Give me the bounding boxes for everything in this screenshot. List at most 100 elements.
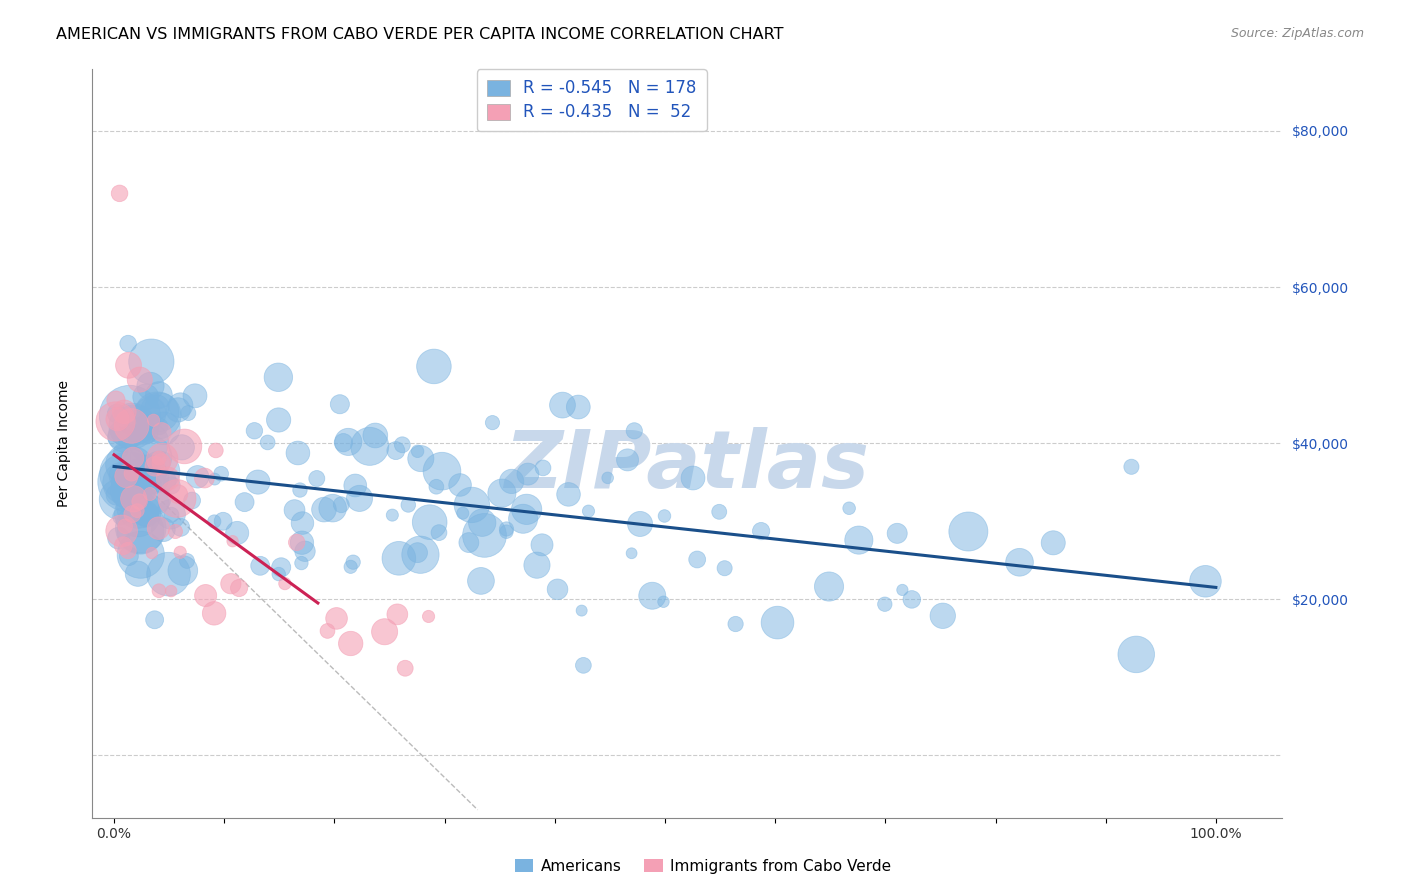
Point	[148, 583, 170, 598]
Point	[177, 406, 200, 420]
Point	[654, 508, 676, 523]
Point	[157, 567, 180, 582]
Point	[107, 531, 129, 545]
Point	[349, 491, 371, 506]
Point	[572, 658, 595, 673]
Point	[127, 500, 149, 514]
Point	[104, 414, 127, 428]
Point	[287, 446, 309, 460]
Point	[112, 539, 135, 553]
Point	[121, 467, 143, 481]
Point	[291, 535, 314, 549]
Point	[337, 434, 360, 449]
Point	[160, 584, 183, 599]
Point	[138, 458, 160, 472]
Point	[205, 443, 228, 458]
Point	[274, 576, 297, 591]
Point	[212, 514, 235, 528]
Point	[709, 505, 731, 519]
Point	[267, 370, 290, 384]
Point	[339, 559, 361, 574]
Point	[110, 444, 132, 458]
Point	[160, 508, 183, 522]
Point	[105, 488, 128, 502]
Point	[129, 521, 152, 535]
Point	[616, 453, 638, 467]
Point	[187, 470, 209, 484]
Point	[219, 576, 242, 591]
Point	[150, 425, 173, 439]
Point	[391, 438, 413, 452]
Point	[1194, 574, 1216, 589]
Point	[139, 406, 162, 420]
Point	[526, 558, 548, 573]
Point	[267, 413, 290, 427]
Point	[110, 509, 132, 524]
Point	[138, 459, 160, 474]
Point	[567, 400, 589, 414]
Point	[551, 398, 574, 412]
Point	[547, 582, 569, 597]
Point	[409, 548, 432, 562]
Point	[226, 525, 249, 540]
Point	[749, 524, 772, 538]
Point	[202, 607, 225, 621]
Point	[249, 558, 271, 573]
Point	[141, 354, 163, 368]
Point	[153, 421, 176, 435]
Point	[332, 435, 354, 450]
Point	[142, 478, 165, 492]
Point	[143, 459, 166, 474]
Point	[316, 624, 339, 638]
Point	[342, 555, 364, 569]
Point	[152, 523, 174, 537]
Text: ZIPatlas: ZIPatlas	[505, 426, 869, 505]
Point	[641, 589, 664, 603]
Point	[135, 506, 157, 520]
Point	[148, 465, 170, 479]
Legend: Americans, Immigrants from Cabo Verde: Americans, Immigrants from Cabo Verde	[509, 853, 897, 880]
Point	[105, 407, 128, 421]
Point	[143, 466, 166, 480]
Point	[243, 424, 266, 438]
Point	[127, 566, 149, 581]
Point	[125, 426, 148, 441]
Y-axis label: Per Capita Income: Per Capita Income	[58, 380, 72, 507]
Point	[118, 409, 141, 423]
Point	[682, 471, 704, 485]
Point	[419, 515, 441, 529]
Point	[115, 458, 138, 472]
Point	[139, 379, 162, 393]
Point	[359, 439, 381, 453]
Point	[387, 607, 409, 622]
Point	[818, 580, 841, 594]
Point	[115, 487, 138, 501]
Point	[557, 487, 579, 501]
Point	[176, 554, 198, 568]
Point	[288, 483, 311, 497]
Point	[221, 534, 243, 549]
Point	[114, 475, 136, 489]
Point	[312, 502, 335, 516]
Point	[406, 444, 429, 458]
Point	[285, 535, 308, 549]
Point	[344, 478, 367, 492]
Point	[121, 507, 143, 521]
Point	[112, 429, 135, 443]
Point	[209, 467, 232, 481]
Point	[381, 508, 404, 522]
Point	[512, 512, 534, 526]
Point	[138, 435, 160, 450]
Point	[129, 480, 152, 494]
Point	[121, 484, 143, 499]
Point	[516, 502, 538, 516]
Text: Source: ZipAtlas.com: Source: ZipAtlas.com	[1230, 27, 1364, 40]
Point	[124, 457, 146, 471]
Point	[891, 582, 914, 597]
Point	[596, 471, 619, 485]
Point	[449, 478, 471, 492]
Point	[156, 472, 179, 486]
Point	[139, 487, 162, 501]
Point	[104, 393, 127, 408]
Point	[457, 535, 479, 549]
